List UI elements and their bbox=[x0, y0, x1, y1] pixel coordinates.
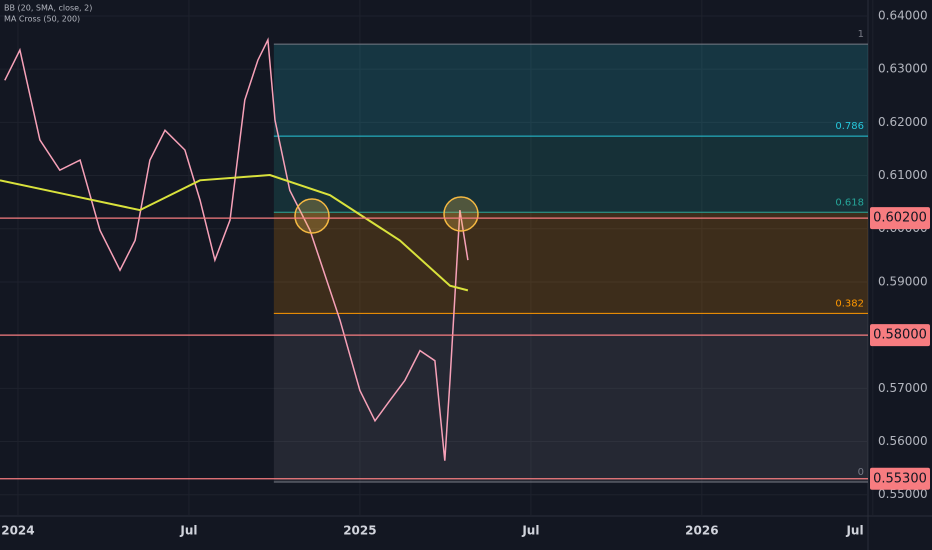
x-tick-label: 2024 bbox=[1, 524, 34, 538]
price-label: 0.55300 bbox=[873, 471, 927, 486]
x-tick-label: 2026 bbox=[685, 524, 718, 538]
fib-label: 0 bbox=[858, 467, 864, 478]
fib-zone bbox=[273, 136, 868, 213]
fib-zone bbox=[273, 313, 868, 482]
x-tick-label: 2025 bbox=[343, 524, 376, 538]
y-tick-label: 0.56000 bbox=[878, 434, 928, 448]
annotation-circle bbox=[443, 196, 479, 232]
price-label-box bbox=[870, 207, 930, 230]
fib-zone bbox=[273, 212, 868, 314]
price-label-box bbox=[870, 467, 930, 490]
y-tick-label: 0.64000 bbox=[878, 8, 928, 22]
fib-label: 1 bbox=[858, 29, 864, 40]
indicator-label: MA Cross (50, 200) bbox=[4, 15, 80, 24]
x-tick-label: Jul bbox=[521, 524, 539, 538]
y-tick-label: 0.55000 bbox=[878, 487, 928, 501]
fib-label: 0.382 bbox=[835, 298, 864, 309]
x-tick-label: Jul bbox=[179, 524, 197, 538]
x-tick-label: Jul bbox=[845, 524, 863, 538]
y-tick-label: 0.61000 bbox=[878, 168, 928, 182]
y-tick-label: 0.62000 bbox=[878, 115, 928, 129]
y-tick-label: 0.57000 bbox=[878, 381, 928, 395]
y-tick-label: 0.59000 bbox=[878, 274, 928, 288]
price-label: 0.58000 bbox=[873, 328, 927, 343]
price-label: 0.60200 bbox=[873, 211, 927, 226]
series-line bbox=[0, 173, 469, 292]
fib-label: 0.786 bbox=[835, 121, 864, 132]
fib-label: 0.618 bbox=[835, 197, 864, 208]
fib-zone bbox=[273, 44, 868, 137]
indicator-label: BB (20, SMA, close, 2) bbox=[4, 4, 92, 13]
series-line bbox=[4, 37, 469, 461]
plot-area bbox=[0, 0, 874, 516]
annotation-circle bbox=[294, 198, 330, 234]
y-tick-label: 0.63000 bbox=[878, 62, 928, 76]
price-label-box bbox=[870, 324, 930, 347]
